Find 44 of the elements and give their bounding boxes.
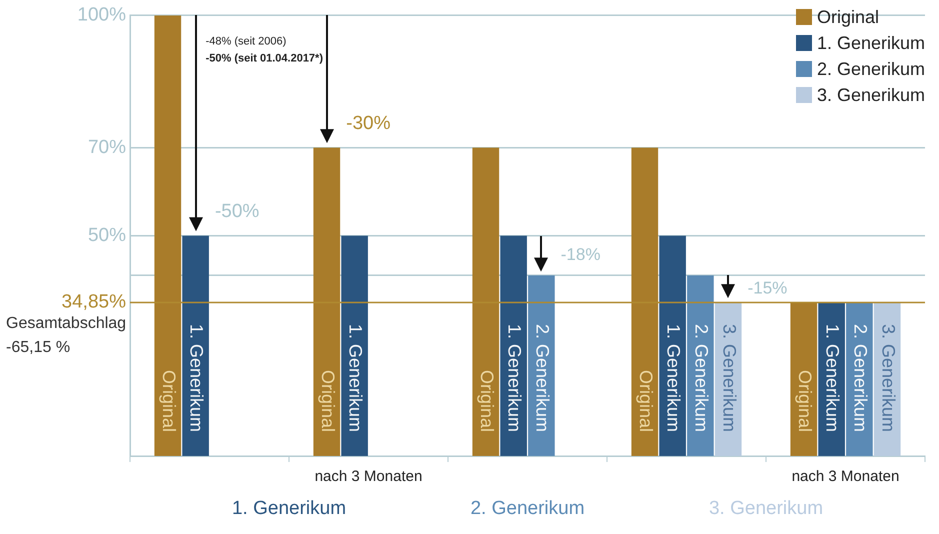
- text: 2. Generikum: [691, 324, 712, 432]
- text: Original: [794, 370, 815, 432]
- annotation: -50%: [214, 200, 260, 222]
- bar: [500, 236, 527, 456]
- bar: [472, 148, 500, 456]
- text: 3. Generikum: [878, 324, 898, 432]
- text: 1. Generikum: [346, 324, 366, 432]
- text: Original: [476, 370, 497, 432]
- text: 2. Generikum: [850, 324, 870, 432]
- legend-label: Original: [816, 6, 879, 28]
- text: 1. Generikum: [186, 324, 207, 432]
- text: Original: [636, 370, 656, 432]
- y-tick-label: 50%: [88, 224, 126, 246]
- bar: [313, 148, 340, 456]
- bar: [790, 302, 818, 456]
- bar: [154, 15, 182, 456]
- text: Original: [318, 370, 338, 432]
- ref-line-label: 34,85%: [62, 292, 126, 313]
- legend-label: 3. Generikum: [816, 84, 925, 106]
- y-tick-label: 100%: [77, 4, 126, 26]
- annotation: -15%: [748, 278, 788, 298]
- text: 3. Generikum: [719, 324, 740, 432]
- text: 1. Generikum: [232, 498, 346, 520]
- bar: [341, 236, 368, 456]
- text: Original: [158, 370, 179, 432]
- text: 1. Generikum: [664, 324, 684, 432]
- text: 1. Generikum: [504, 324, 525, 432]
- annotation: -30%: [346, 112, 391, 134]
- bar: [631, 148, 658, 456]
- legend-label: 2. Generikum: [816, 58, 925, 80]
- text: 3. Generikum: [708, 498, 824, 520]
- text: 2. Generikum: [470, 498, 585, 520]
- bar: [659, 236, 686, 456]
- bar: [182, 236, 209, 456]
- x-tick-label: nach 3 Monaten: [314, 468, 422, 486]
- annotation: -48% (seit 2006): [206, 35, 286, 48]
- y-tick-label: 70%: [88, 136, 126, 158]
- text: 1. Generikum: [822, 324, 843, 432]
- annotation: -50% (seit 01.04.2017*): [206, 52, 324, 64]
- annotation: -18%: [560, 245, 600, 264]
- text: Gesamtabschlag -65,15 %: [6, 315, 126, 356]
- legend-label: 1. Generikum: [816, 32, 925, 54]
- text: 2. Generikum: [532, 324, 552, 432]
- x-tick-label: nach 3 Monaten: [792, 468, 900, 486]
